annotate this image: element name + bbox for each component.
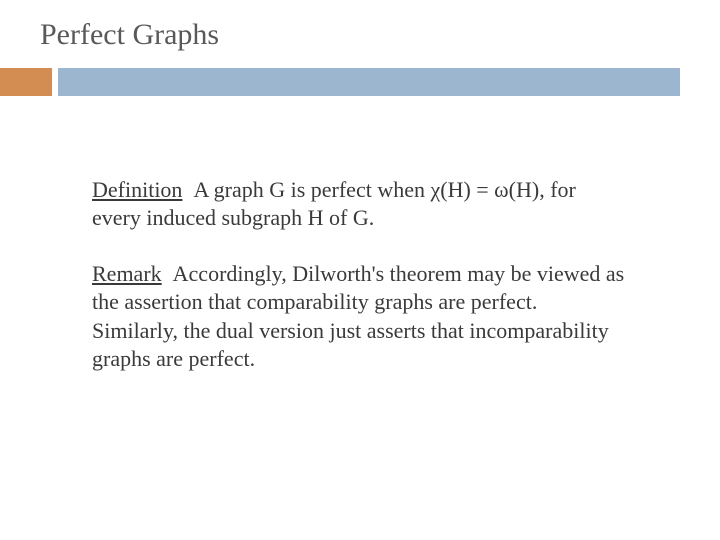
definition-label: Definition <box>92 177 182 202</box>
remark-paragraph: Remark Accordingly, Dilworth's theorem m… <box>92 260 628 373</box>
divider-bar <box>0 68 720 96</box>
accent-block <box>0 68 52 96</box>
body: Definition A graph G is perfect when χ(H… <box>0 96 720 373</box>
definition-paragraph: Definition A graph G is perfect when χ(H… <box>92 176 628 232</box>
main-bar <box>58 68 680 96</box>
remark-label: Remark <box>92 261 162 286</box>
slide-title: Perfect Graphs <box>40 18 720 52</box>
slide: Perfect Graphs Definition A graph G is p… <box>0 0 720 540</box>
remark-text: Accordingly, Dilworth's theorem may be v… <box>92 261 624 370</box>
title-area: Perfect Graphs <box>0 0 720 62</box>
